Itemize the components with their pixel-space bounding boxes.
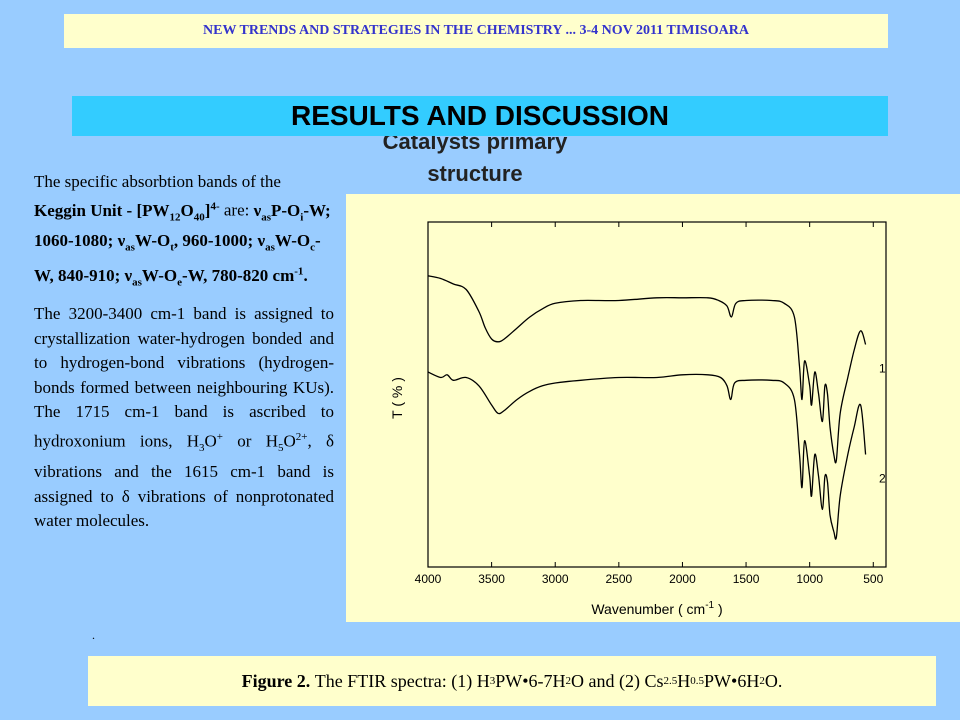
x-tick-label: 4000 — [415, 572, 442, 586]
x-tick-label: 1000 — [796, 572, 823, 586]
series-group: 12 — [427, 275, 886, 540]
ftir-chart: 4000 3500 3000 2500 2000 1500 1000 500 12 Waven… — [389, 221, 887, 617]
x-tick-label: 1500 — [733, 572, 760, 586]
stray-dot: . — [92, 628, 95, 642]
bands-text-end: , δ vibrations and the 1615 cm-1 band is… — [34, 431, 335, 531]
x-tick-label: 2500 — [605, 572, 632, 586]
y-axis-title: T ( % ) — [389, 377, 405, 419]
x-tick-label: 2000 — [669, 572, 696, 586]
x-tick-label: 500 — [863, 572, 883, 586]
series-label-2: 2 — [879, 472, 886, 486]
series-line-2 — [427, 371, 867, 540]
section-title: RESULTS AND DISCUSSION — [72, 96, 888, 136]
keggin-are: are: — [223, 200, 250, 220]
series-line-1 — [427, 275, 867, 464]
figure-caption: Figure 2. The FTIR spectra: (1) H 3 PW•6-7… — [88, 656, 936, 706]
series-label-1: 1 — [879, 362, 886, 376]
plot-frame — [427, 221, 887, 568]
x-axis-ticks: 4000 3500 3000 2500 2000 1500 1000 500 — [415, 222, 884, 586]
keggin-intro: The specific absorbtion bands of the — [34, 172, 281, 191]
x-tick-label: 3000 — [542, 572, 569, 586]
caption-label: Figure 2. — [241, 670, 311, 691]
x-tick-label: 3500 — [478, 572, 505, 586]
water-bands-paragraph: The 3200-3400 cm-1 band is assigned to c… — [34, 304, 335, 531]
keggin-bands-paragraph: The specific absorbtion bands of the Keg… — [34, 172, 331, 289]
x-axis-title: Wavenumber ( cm-1 ) — [591, 600, 722, 617]
header-banner: NEW TRENDS AND STRATEGIES IN THE CHEMIST… — [64, 14, 888, 48]
bands-or: or — [237, 431, 252, 451]
bands-text-main: The 3200-3400 cm-1 band is assigned to c… — [34, 304, 334, 451]
keggin-unit-label: Keggin Unit - [PW — [34, 200, 170, 220]
subtitle-line-2: structure — [427, 161, 523, 186]
